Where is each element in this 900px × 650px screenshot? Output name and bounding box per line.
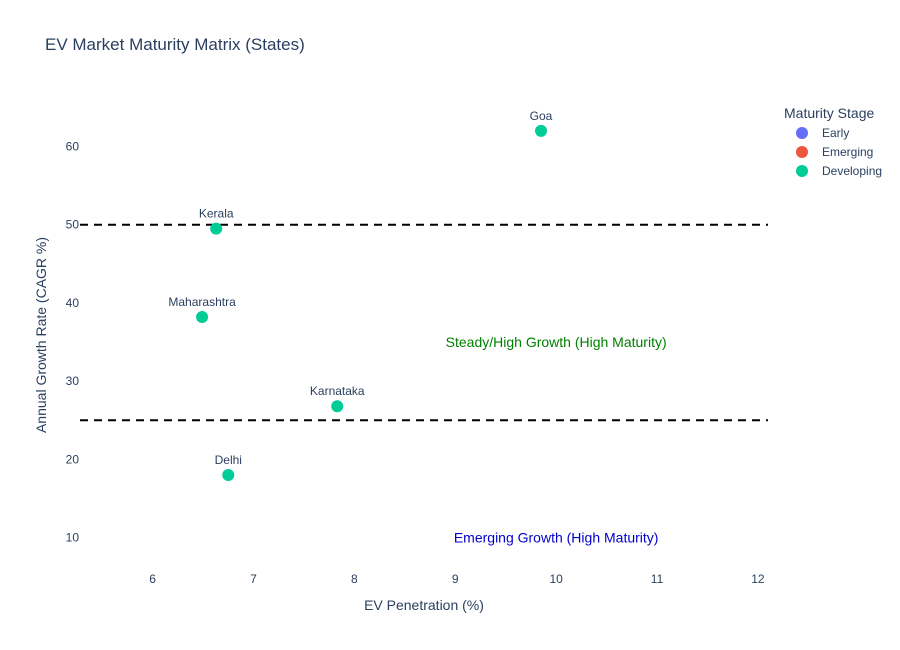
legend: Maturity Stage Early Emerging Developing xyxy=(784,105,882,178)
y-axis-ticks: 10 20 30 40 50 60 xyxy=(66,139,80,544)
point-label: Kerala xyxy=(199,207,234,221)
x-tick-label: 10 xyxy=(549,572,563,586)
annotations: Steady/High Growth (High Maturity) Emergi… xyxy=(446,334,667,546)
y-tick-label: 60 xyxy=(66,139,80,153)
y-tick-label: 40 xyxy=(66,296,80,310)
legend-marker-developing xyxy=(796,165,808,177)
point-label: Goa xyxy=(530,109,553,123)
legend-label: Early xyxy=(822,126,849,140)
x-tick-label: 11 xyxy=(651,572,664,586)
data-point-maharashtra xyxy=(196,311,209,324)
data-point-karnataka xyxy=(331,400,344,413)
x-axis-title: EV Penetration (%) xyxy=(364,597,484,613)
data-point-kerala xyxy=(210,222,223,235)
data-points: Goa Kerala Maharashtra Karnataka Delhi xyxy=(168,109,553,482)
x-tick-label: 7 xyxy=(250,572,257,586)
point-label: Delhi xyxy=(215,453,242,467)
legend-marker-early xyxy=(796,127,808,139)
chart-title: EV Market Maturity Matrix (States) xyxy=(45,35,305,54)
legend-marker-emerging xyxy=(796,146,808,158)
data-point-delhi xyxy=(222,469,235,482)
point-label: Maharashtra xyxy=(168,295,236,309)
legend-title: Maturity Stage xyxy=(784,105,874,121)
y-axis-title: Annual Growth Rate (CAGR %) xyxy=(33,237,49,433)
x-axis-ticks: 6 7 8 9 10 11 12 xyxy=(149,572,765,586)
point-label: Karnataka xyxy=(310,384,365,398)
y-tick-label: 20 xyxy=(66,452,80,466)
x-tick-label: 12 xyxy=(751,572,765,586)
y-tick-label: 50 xyxy=(66,218,80,232)
y-tick-label: 30 xyxy=(66,374,80,388)
x-tick-label: 6 xyxy=(149,572,156,586)
legend-label: Developing xyxy=(822,164,882,178)
x-tick-label: 9 xyxy=(452,572,459,586)
legend-label: Emerging xyxy=(822,145,873,159)
data-point-goa xyxy=(535,124,548,137)
reference-lines xyxy=(80,223,768,422)
quadrant-annotation: Steady/High Growth (High Maturity) xyxy=(446,334,667,350)
x-tick-label: 8 xyxy=(351,572,358,586)
quadrant-annotation: Emerging Growth (High Maturity) xyxy=(454,530,659,546)
y-tick-label: 10 xyxy=(66,531,80,545)
